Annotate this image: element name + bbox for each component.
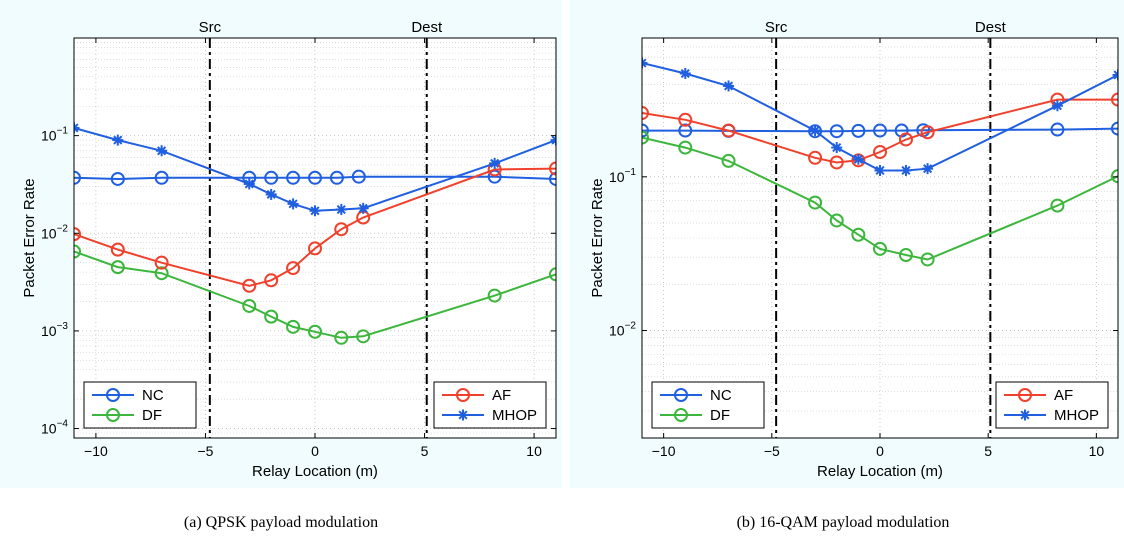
y-tick-label: 10−2 (41, 223, 68, 241)
x-tick-label: 10 (526, 443, 542, 459)
legend-label: DF (710, 407, 730, 424)
x-tick-label: 5 (421, 443, 429, 459)
legend-marker (458, 410, 469, 421)
y-axis-label: Packet Error Rate (21, 178, 38, 297)
y-axis-label: Packet Error Rate (589, 178, 606, 297)
vline-label-dest: Dest (411, 19, 443, 36)
x-tick-label: −10 (652, 443, 676, 459)
x-axis-label: Relay Location (m) (252, 463, 378, 480)
chart-panel-qpsk: Src Dest −10 −5 0 5 10 10−4 10−3 10−2 10−1 Relay Lo… (0, 0, 562, 488)
legend-label: AF (492, 387, 511, 404)
x-tick-label: 10 (1089, 443, 1105, 459)
x-tick-label: 0 (876, 443, 884, 459)
legend-bottom-left: NC DF (84, 382, 196, 428)
legend-label: AF (1054, 387, 1073, 404)
vline-label-src: Src (199, 19, 222, 36)
data-point-mhop (723, 80, 734, 91)
x-tick-label: 5 (984, 443, 992, 459)
legend-bottom-right: AF MHOP (434, 382, 546, 428)
legend-box (84, 382, 196, 428)
data-point-mhop (875, 165, 886, 176)
y-tick-label: 10−1 (41, 126, 68, 144)
chart-panel-16qam: Src Dest −10 −5 0 5 10 10−2 10−1 Relay Location (… (570, 0, 1124, 488)
chart-qpsk: Src Dest −10 −5 0 5 10 10−4 10−3 10−2 10−1 Relay Lo… (0, 0, 562, 488)
x-tick-label: −10 (84, 443, 108, 459)
data-point-mhop (680, 68, 691, 79)
y-tick-label: 10−3 (41, 321, 68, 339)
y-tick-label: 10−4 (41, 419, 68, 437)
legend-marker (1020, 410, 1031, 421)
x-tick-label: −5 (197, 443, 213, 459)
vline-label-dest: Dest (975, 19, 1007, 36)
y-tick-label: 10−2 (609, 321, 636, 339)
data-point-mhop (1052, 100, 1063, 111)
legend-label: NC (710, 387, 732, 404)
x-tick-label: −5 (764, 443, 780, 459)
legend-bottom-left: NC DF (652, 382, 764, 428)
legend-label: NC (142, 387, 164, 404)
y-tick-label: 10−1 (609, 167, 636, 185)
legend-bottom-right: AF MHOP (996, 382, 1108, 428)
vline-label-src: Src (765, 19, 788, 36)
legend-label: MHOP (1054, 407, 1099, 424)
caption-16qam: (b) 16-QAM payload modulation (562, 514, 1124, 532)
chart-16qam: Src Dest −10 −5 0 5 10 10−2 10−1 Relay Location (… (570, 0, 1124, 488)
caption-qpsk: (a) QPSK payload modulation (0, 514, 562, 532)
x-tick-label: 0 (311, 443, 319, 459)
legend-label: DF (142, 407, 162, 424)
legend-label: MHOP (492, 407, 537, 424)
legend-box (652, 382, 764, 428)
x-axis-label: Relay Location (m) (817, 463, 943, 480)
